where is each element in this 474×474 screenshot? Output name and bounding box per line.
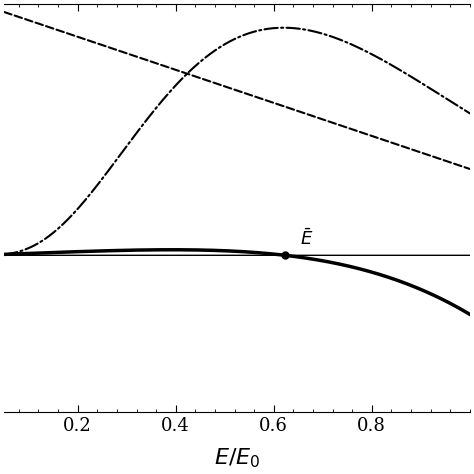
Text: $\bar{E}$: $\bar{E}$ [300,228,313,249]
X-axis label: $E/E_0$: $E/E_0$ [214,446,260,470]
